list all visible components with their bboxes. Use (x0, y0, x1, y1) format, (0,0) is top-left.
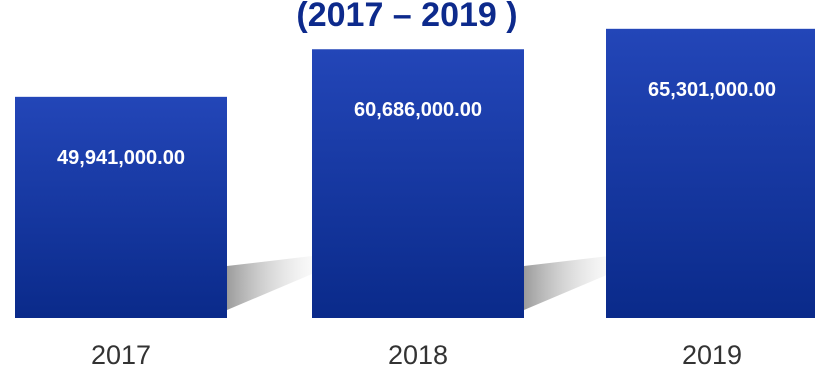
bar-2019 (606, 28, 815, 319)
data-label-2017: 49,941,000.00 (57, 147, 185, 169)
data-label-2019: 65,301,000.00 (648, 79, 776, 101)
x-tick-label-2017: 2017 (91, 340, 151, 366)
x-tick-label-2019: 2019 (682, 340, 742, 366)
x-tick-label-2018: 2018 (388, 340, 448, 366)
bars-group (15, 28, 815, 319)
bar-shadows (227, 256, 609, 310)
bar-2017 (15, 96, 227, 318)
bar-2018 (312, 49, 524, 319)
bar-shadow-2018 (524, 256, 609, 310)
bar-shadow-2017 (227, 256, 312, 310)
data-labels-group: 49,941,000.00 60,686,000.00 65,301,000.00 (57, 79, 776, 169)
data-label-2018: 60,686,000.00 (354, 99, 482, 121)
chart-title: (2017 – 2019 ) (296, 0, 517, 34)
x-tick-labels-group: 2017 2018 2019 (91, 340, 742, 366)
